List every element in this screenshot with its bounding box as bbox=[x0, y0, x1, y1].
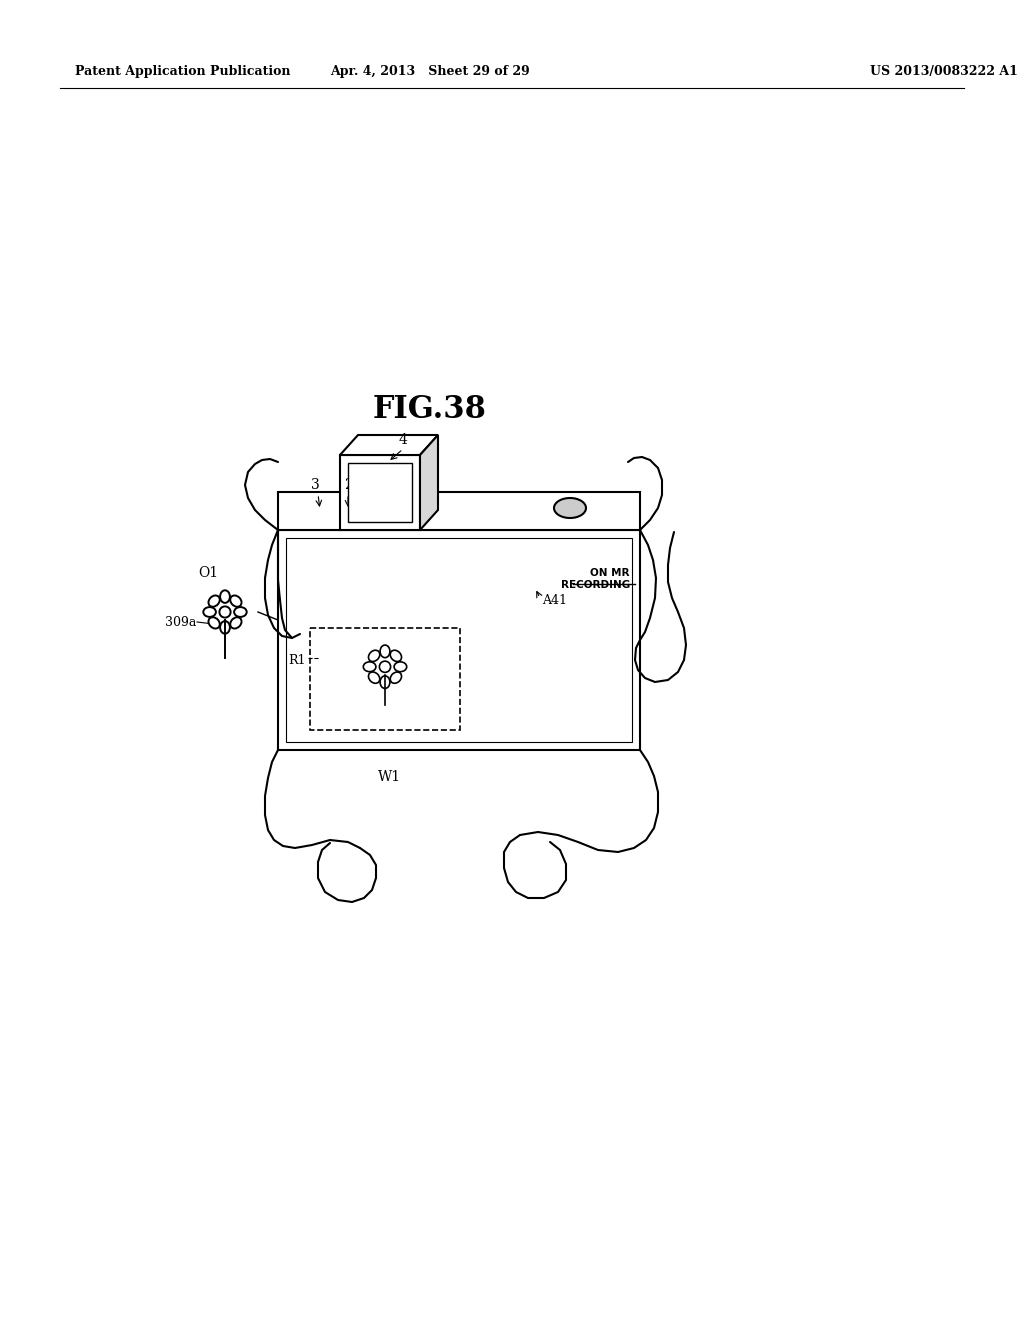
Text: O1: O1 bbox=[198, 566, 218, 579]
Text: W1: W1 bbox=[379, 770, 401, 784]
Circle shape bbox=[380, 661, 390, 672]
Ellipse shape bbox=[209, 595, 220, 607]
Text: Apr. 4, 2013   Sheet 29 of 29: Apr. 4, 2013 Sheet 29 of 29 bbox=[330, 66, 529, 78]
Bar bbox=[278, 531, 640, 750]
Ellipse shape bbox=[204, 607, 216, 616]
Ellipse shape bbox=[369, 672, 380, 684]
Ellipse shape bbox=[380, 676, 390, 689]
Ellipse shape bbox=[230, 595, 242, 607]
Text: Patent Application Publication: Patent Application Publication bbox=[75, 66, 291, 78]
Ellipse shape bbox=[369, 651, 380, 661]
Bar bbox=[278, 492, 640, 531]
Ellipse shape bbox=[364, 661, 376, 672]
Text: A41: A41 bbox=[542, 594, 567, 606]
Polygon shape bbox=[340, 436, 438, 455]
Text: 309a: 309a bbox=[165, 615, 196, 628]
Text: 2: 2 bbox=[344, 478, 352, 492]
Ellipse shape bbox=[390, 672, 401, 684]
Text: 3: 3 bbox=[310, 478, 319, 492]
Polygon shape bbox=[420, 436, 438, 531]
Ellipse shape bbox=[220, 622, 230, 634]
Circle shape bbox=[219, 606, 230, 618]
Text: 4: 4 bbox=[398, 433, 408, 447]
Text: FIG.38: FIG.38 bbox=[373, 395, 487, 425]
Text: R1: R1 bbox=[289, 653, 306, 667]
Ellipse shape bbox=[390, 651, 401, 661]
Ellipse shape bbox=[554, 498, 586, 517]
Ellipse shape bbox=[220, 590, 230, 603]
Ellipse shape bbox=[234, 607, 247, 616]
Ellipse shape bbox=[394, 661, 407, 672]
Ellipse shape bbox=[209, 618, 220, 628]
Bar bbox=[348, 463, 412, 521]
Ellipse shape bbox=[230, 618, 242, 628]
Bar bbox=[340, 455, 420, 531]
Bar bbox=[286, 539, 632, 742]
Text: ON MR
RECORDING: ON MR RECORDING bbox=[561, 568, 630, 590]
Text: 42: 42 bbox=[370, 478, 387, 492]
Bar bbox=[310, 628, 460, 730]
Text: US 2013/0083222 A1: US 2013/0083222 A1 bbox=[870, 66, 1018, 78]
Ellipse shape bbox=[380, 645, 390, 657]
